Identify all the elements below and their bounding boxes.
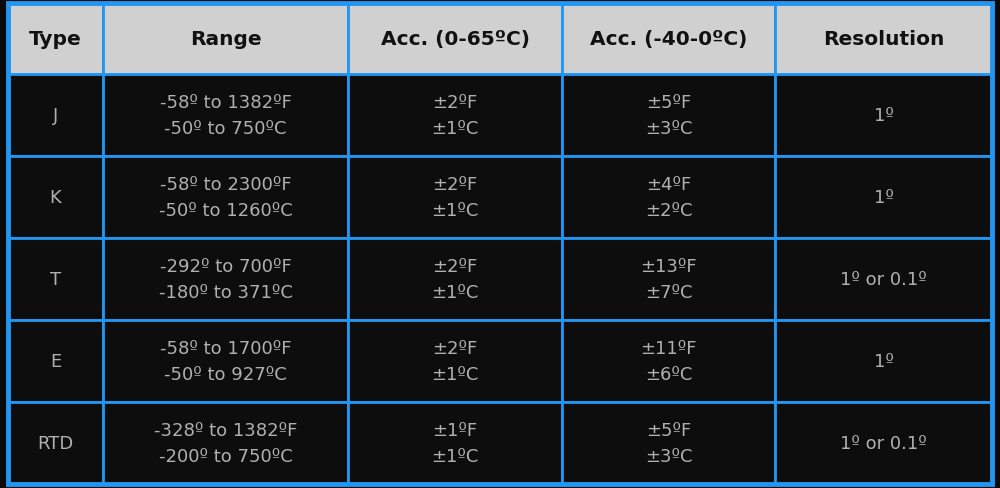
Bar (8, 402, 103, 484)
Text: Resolution: Resolution (823, 30, 944, 49)
Bar (8, 157, 103, 239)
Bar (103, 75, 348, 157)
Bar (775, 157, 992, 239)
Bar (562, 402, 775, 484)
Text: -58º to 2300ºF
-50º to 1260ºC: -58º to 2300ºF -50º to 1260ºC (159, 176, 293, 220)
Text: ±2ºF
±1ºC: ±2ºF ±1ºC (431, 258, 479, 301)
Text: K: K (50, 189, 61, 207)
Text: 1º: 1º (874, 107, 894, 125)
Bar (775, 4, 992, 75)
Bar (562, 75, 775, 157)
Bar (348, 402, 562, 484)
Bar (348, 239, 562, 321)
Text: 1º: 1º (874, 189, 894, 207)
Text: RTD: RTD (37, 434, 74, 452)
Bar (103, 402, 348, 484)
Text: -292º to 700ºF
-180º to 371ºC: -292º to 700ºF -180º to 371ºC (159, 258, 293, 301)
Text: ±13ºF
±7ºC: ±13ºF ±7ºC (640, 258, 697, 301)
Text: ±2ºF
±1ºC: ±2ºF ±1ºC (431, 94, 479, 138)
Text: Acc. (0-65ºC): Acc. (0-65ºC) (381, 30, 530, 49)
Bar (562, 239, 775, 321)
Text: Acc. (-40-0ºC): Acc. (-40-0ºC) (590, 30, 747, 49)
Bar (775, 239, 992, 321)
Bar (562, 157, 775, 239)
Text: ±2ºF
±1ºC: ±2ºF ±1ºC (431, 176, 479, 220)
Text: T: T (50, 270, 61, 288)
Bar (348, 4, 562, 75)
Text: -58º to 1382ºF
-50º to 750ºC: -58º to 1382ºF -50º to 750ºC (160, 94, 292, 138)
Bar (103, 4, 348, 75)
Bar (775, 402, 992, 484)
Bar (8, 321, 103, 402)
Text: Type: Type (29, 30, 82, 49)
Text: 1º: 1º (874, 352, 894, 370)
Text: 1º or 0.1º: 1º or 0.1º (840, 270, 927, 288)
Text: Range: Range (190, 30, 261, 49)
Text: -328º to 1382ºF
-200º to 750ºC: -328º to 1382ºF -200º to 750ºC (154, 421, 297, 465)
Text: 1º or 0.1º: 1º or 0.1º (840, 434, 927, 452)
Bar (562, 4, 775, 75)
Bar (8, 75, 103, 157)
Bar (103, 239, 348, 321)
Text: ±11ºF
±6ºC: ±11ºF ±6ºC (640, 340, 697, 383)
Text: J: J (53, 107, 58, 125)
Bar (775, 321, 992, 402)
Text: ±1ºF
±1ºC: ±1ºF ±1ºC (431, 421, 479, 465)
Bar (348, 321, 562, 402)
Text: -58º to 1700ºF
-50º to 927ºC: -58º to 1700ºF -50º to 927ºC (160, 340, 291, 383)
Bar (348, 75, 562, 157)
Bar (775, 75, 992, 157)
Text: ±2ºF
±1ºC: ±2ºF ±1ºC (431, 340, 479, 383)
Text: E: E (50, 352, 61, 370)
Text: ±5ºF
±3ºC: ±5ºF ±3ºC (645, 421, 692, 465)
Bar (562, 321, 775, 402)
Text: ±5ºF
±3ºC: ±5ºF ±3ºC (645, 94, 692, 138)
Text: ±4ºF
±2ºC: ±4ºF ±2ºC (645, 176, 692, 220)
Bar (8, 239, 103, 321)
Bar (8, 4, 103, 75)
Bar (103, 321, 348, 402)
Bar (348, 157, 562, 239)
Bar (103, 157, 348, 239)
